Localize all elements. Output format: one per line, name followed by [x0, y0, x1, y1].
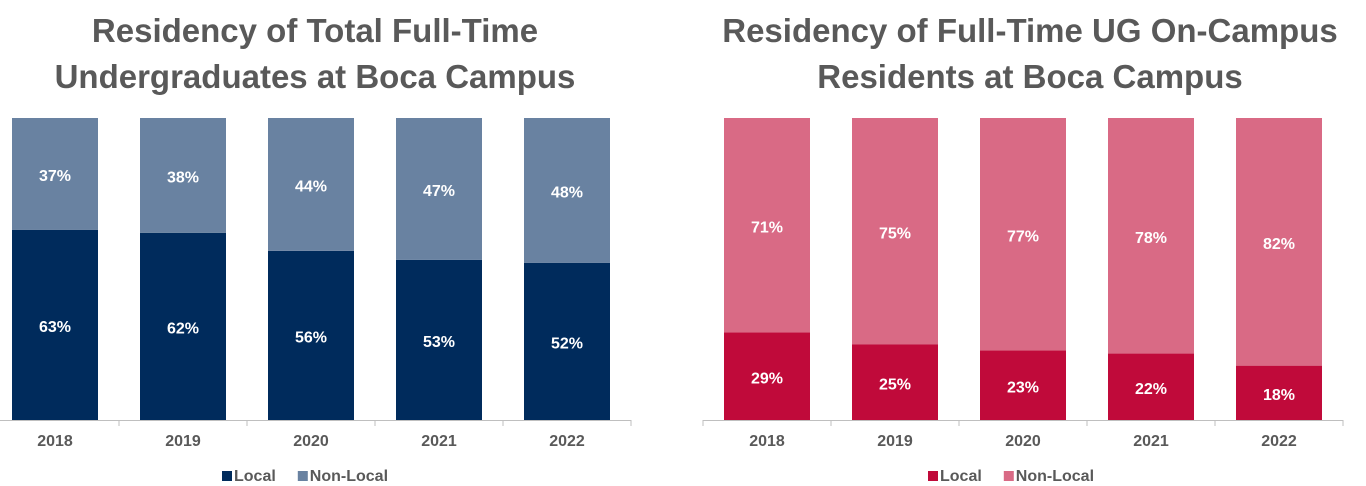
x-tick-label: 2022	[1261, 433, 1297, 450]
x-tick-label: 2018	[37, 433, 73, 450]
x-tick-label: 2021	[421, 433, 457, 450]
bar-segment	[140, 118, 226, 233]
bar-segment	[1236, 118, 1322, 366]
bar-segment	[524, 118, 610, 263]
bar-segment	[1108, 118, 1194, 354]
bar-segment	[724, 118, 810, 333]
bar-segment	[268, 118, 354, 251]
data-label: 77%	[1007, 228, 1039, 245]
chart-title: Residency of Total Full-Time Undergradua…	[54, 12, 576, 95]
data-label: 29%	[751, 370, 783, 387]
bar-segment	[396, 259, 482, 420]
data-label: 38%	[167, 170, 199, 187]
legend-swatch	[222, 471, 232, 481]
data-label: 48%	[551, 185, 583, 202]
x-tick-label: 2020	[1005, 433, 1041, 450]
legend-swatch	[1003, 471, 1014, 481]
bar-segment	[852, 118, 938, 345]
bar-segment	[12, 118, 98, 230]
bar-segment	[1236, 365, 1322, 420]
legend-label: Local	[234, 468, 276, 485]
data-label: 75%	[879, 225, 911, 242]
data-label: 37%	[39, 168, 71, 185]
legend-label: Non-Local	[310, 468, 388, 485]
x-tick-label: 2020	[293, 433, 329, 450]
data-label: 47%	[423, 183, 455, 200]
data-label: 22%	[1135, 381, 1167, 398]
bar-segment	[852, 344, 938, 420]
chart-title: Residency of Full-Time UG On-Campus Resi…	[722, 12, 1338, 95]
data-label: 53%	[423, 334, 455, 351]
bar-segment	[268, 250, 354, 420]
bar-segment	[980, 118, 1066, 351]
data-label: 78%	[1135, 230, 1167, 247]
bar-segment	[140, 232, 226, 420]
legend-label: Non-Local	[1016, 468, 1094, 485]
x-tick-label: 2019	[165, 433, 201, 450]
data-label: 44%	[295, 179, 327, 196]
x-tick-label: 2019	[877, 433, 913, 450]
legend-label: Local	[940, 468, 982, 485]
data-label: 63%	[39, 319, 71, 336]
bar-segment	[12, 229, 98, 420]
data-label: 52%	[551, 336, 583, 353]
bar-segment	[1108, 353, 1194, 420]
x-tick-label: 2021	[1133, 433, 1169, 450]
bar-segment	[396, 118, 482, 260]
legend-swatch	[928, 471, 938, 481]
x-tick-label: 2022	[549, 433, 585, 450]
data-label: 56%	[295, 330, 327, 347]
data-label: 18%	[1263, 387, 1295, 404]
bar-segment	[524, 262, 610, 420]
data-label: 23%	[1007, 379, 1039, 396]
data-label: 82%	[1263, 236, 1295, 253]
data-label: 62%	[167, 321, 199, 338]
bar-segment	[724, 332, 810, 420]
x-tick-label: 2018	[749, 433, 785, 450]
data-label: 25%	[879, 376, 911, 393]
data-label: 71%	[751, 219, 783, 236]
legend-swatch	[297, 471, 308, 481]
bar-segment	[980, 350, 1066, 420]
